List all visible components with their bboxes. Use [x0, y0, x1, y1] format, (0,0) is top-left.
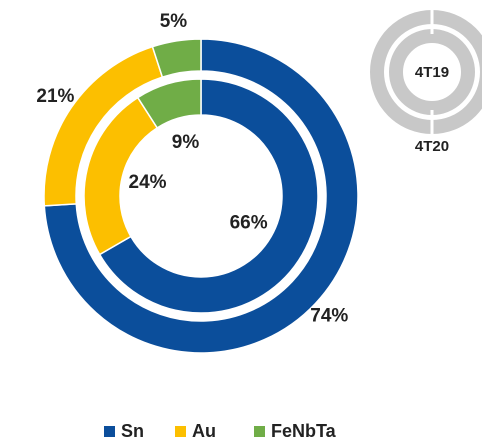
data-label: 21% [36, 86, 74, 107]
legend-label: Sn [121, 421, 144, 441]
data-label: 74% [310, 305, 348, 326]
data-label: 24% [129, 172, 167, 193]
legend-swatch [175, 426, 186, 437]
legend-swatch [104, 426, 115, 437]
donut-segment [98, 78, 319, 314]
donut-segment [136, 78, 202, 129]
data-label: 9% [172, 132, 200, 153]
key-inner-label: 4T19 [415, 64, 449, 81]
donut-segment [43, 38, 359, 354]
legend-label: FeNbTa [271, 421, 337, 441]
donut-segment [151, 38, 202, 79]
key-inner-ring [389, 29, 475, 115]
data-label: 66% [230, 213, 268, 234]
ring-key-icon: 4T19 4T20 [370, 8, 482, 155]
legend-swatch [254, 426, 265, 437]
key-outer-label: 4T20 [415, 138, 449, 155]
legend-label: Au [192, 421, 216, 441]
data-label: 5% [160, 11, 188, 32]
